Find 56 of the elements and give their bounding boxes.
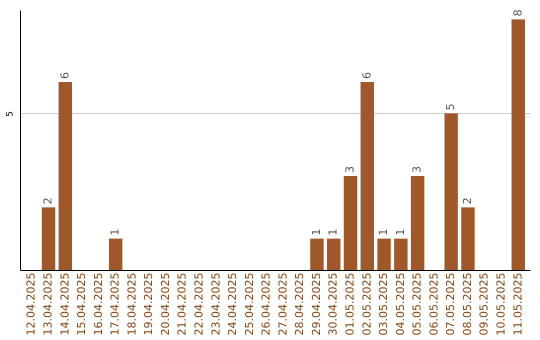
bar (377, 238, 391, 270)
x-tick-label: 01.05.2025 (343, 272, 356, 336)
x-tick-label: 06.05.2025 (427, 272, 440, 336)
x-tick-label: 23.04.2025 (209, 272, 222, 336)
bar (512, 19, 525, 270)
data-label: 1 (326, 228, 340, 236)
bar (461, 207, 475, 270)
x-tick-label: 25.04.2025 (242, 272, 256, 336)
x-tick-label: 22.04.2025 (192, 272, 206, 336)
data-label: 8 (511, 9, 524, 16)
x-tick-label: 02.05.2025 (360, 272, 374, 336)
x-tick-label: 17.04.2025 (108, 272, 122, 336)
x-tick-label: 20.04.2025 (158, 272, 172, 336)
x-tick-label: 05.05.2025 (410, 272, 424, 336)
x-tick-label: 26.04.2025 (260, 272, 273, 336)
x-tick-label: 09.05.2025 (478, 272, 491, 336)
data-label: 2 (460, 197, 474, 204)
x-tick-label: 24.04.2025 (226, 272, 240, 336)
x-tick-label: 08.05.2025 (460, 272, 474, 336)
x-tick-label: 19.04.2025 (142, 272, 156, 336)
data-label: 1 (394, 228, 407, 236)
bar (360, 82, 374, 270)
x-tick-label: 29.04.2025 (310, 272, 323, 336)
x-tick-label: 28.04.2025 (293, 272, 306, 336)
x-tick-label: 10.05.2025 (494, 272, 508, 336)
x-tick-label: 27.04.2025 (276, 272, 290, 336)
data-label: 1 (377, 228, 390, 236)
x-tick-label: 16.04.2025 (92, 272, 105, 336)
data-label: 3 (343, 166, 356, 174)
data-label: 6 (360, 72, 374, 80)
bar (327, 238, 340, 270)
x-tick-label: 07.05.2025 (444, 272, 458, 336)
x-tick-label: 30.04.2025 (326, 272, 340, 336)
x-tick-label: 18.04.2025 (125, 272, 138, 336)
x-tick-label: 11.05.2025 (511, 272, 524, 336)
data-label: 3 (410, 166, 424, 174)
x-tick-label: 13.04.2025 (42, 272, 55, 336)
bar (444, 113, 458, 270)
x-tick-label: 21.04.2025 (176, 272, 189, 336)
x-tick-label: 15.04.2025 (75, 272, 88, 336)
data-label: 5 (444, 103, 458, 110)
data-label: 2 (42, 197, 55, 204)
bar (310, 238, 324, 270)
x-tick-label: 12.04.2025 (24, 272, 38, 336)
bar (58, 82, 72, 270)
x-tick-label: 04.05.2025 (394, 272, 407, 336)
bar (344, 176, 358, 270)
bar (410, 176, 424, 270)
data-label: 1 (108, 228, 122, 236)
x-tick-label: 03.05.2025 (377, 272, 390, 336)
x-tick-label: 14.04.2025 (58, 272, 72, 336)
bar (42, 207, 56, 270)
bar (394, 238, 408, 270)
bar (108, 238, 122, 270)
data-label: 6 (58, 72, 72, 80)
data-label: 1 (310, 228, 323, 236)
